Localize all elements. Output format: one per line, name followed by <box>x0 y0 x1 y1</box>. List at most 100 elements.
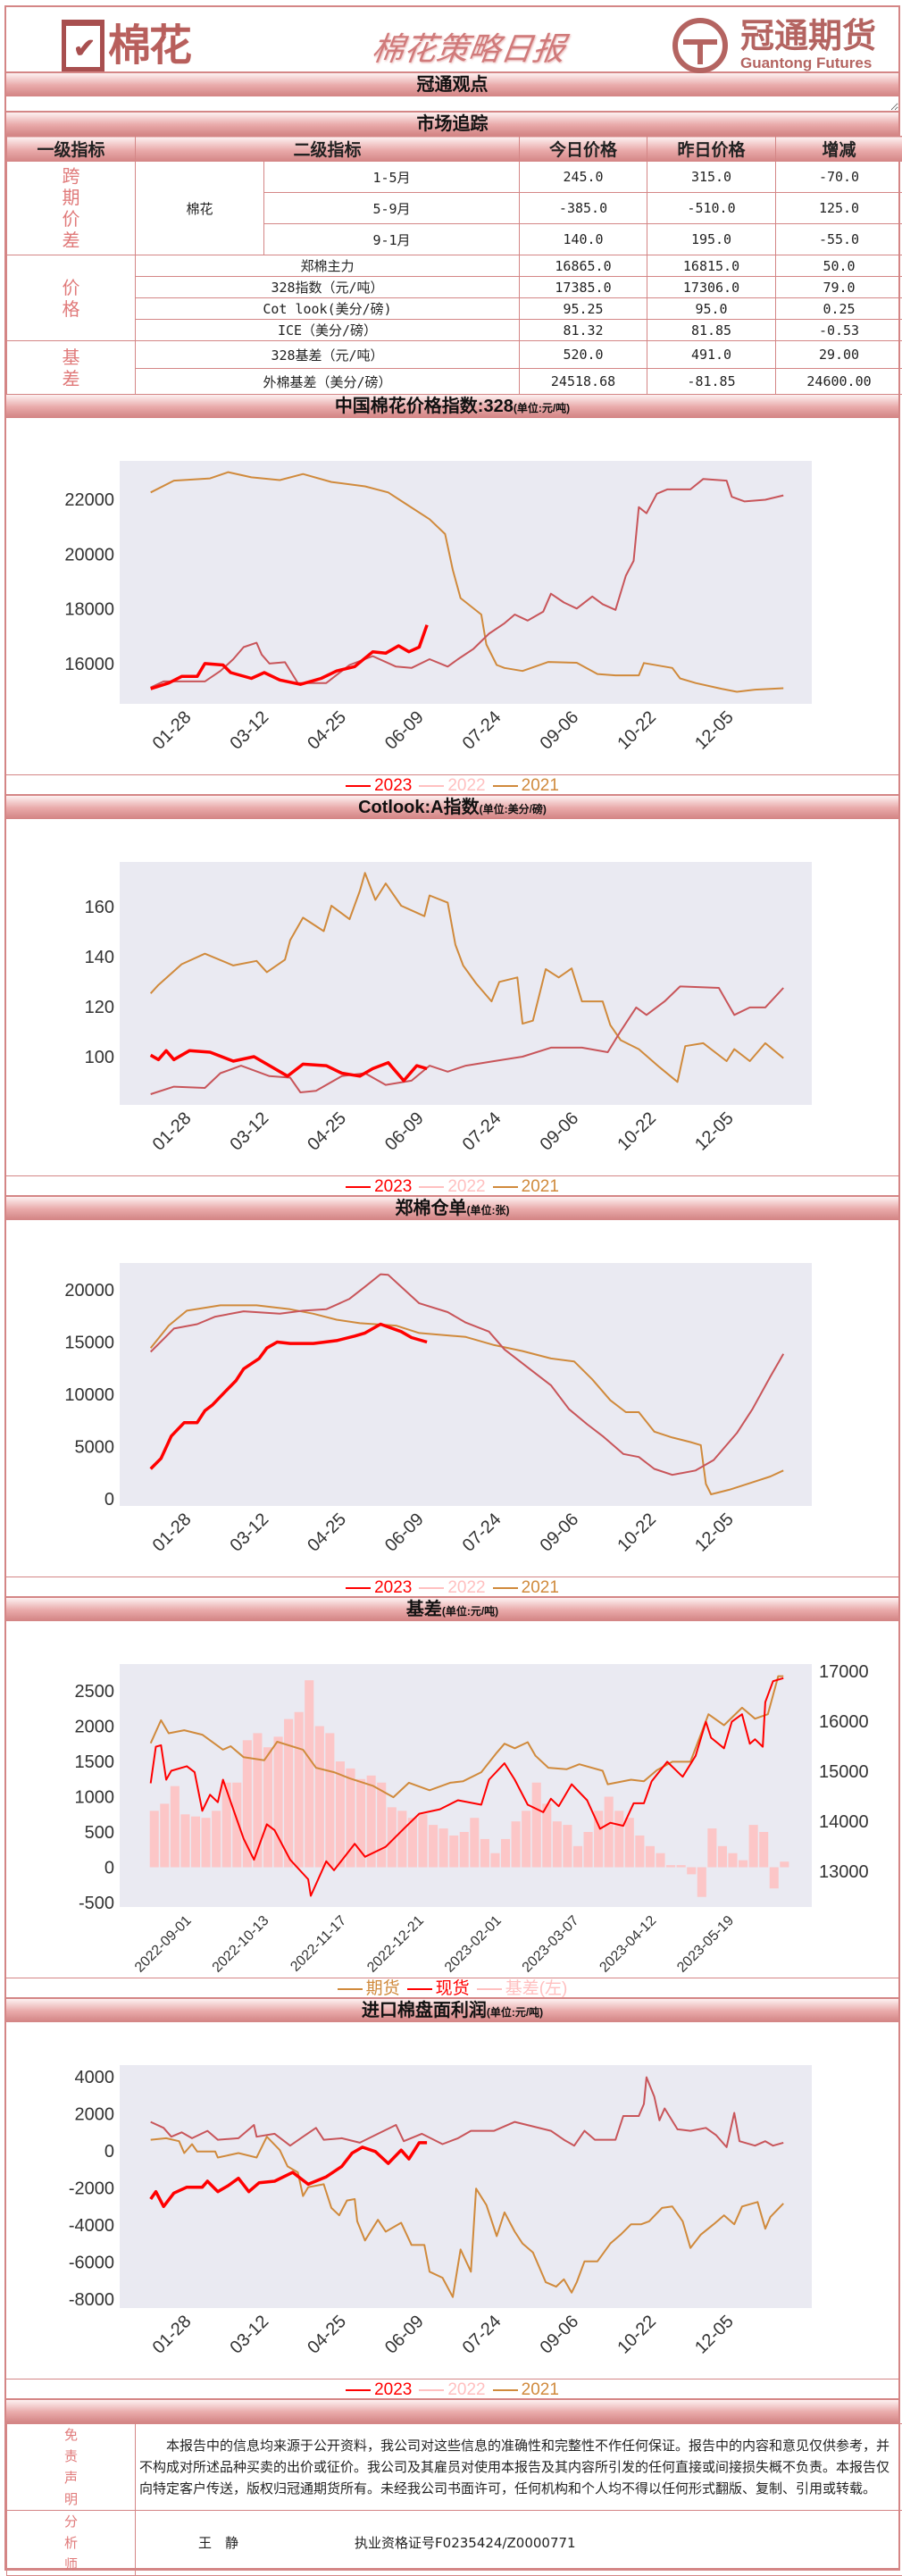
y-right-tick-label: 16000 <box>819 1712 869 1732</box>
y-tick-label: 500 <box>85 1823 114 1843</box>
basis-bar <box>759 1832 768 1868</box>
y-tick-label: 100 <box>85 1048 114 1067</box>
chart-unit: (单位:元/吨) <box>487 2006 543 2019</box>
basis-bar <box>470 1818 479 1867</box>
x-tick-label: 2023-02-01 <box>442 1913 505 1976</box>
y-right-tick-label: 14000 <box>819 1812 869 1832</box>
x-tick-label: 03-12 <box>227 1510 273 1556</box>
y-tick-label: 140 <box>85 948 114 967</box>
x-tick-label: 01-28 <box>149 2312 196 2358</box>
legend-line-icon <box>407 1988 432 1990</box>
basis-bar <box>625 1818 634 1867</box>
y-right-tick-label: 13000 <box>819 1862 869 1882</box>
y-tick-label: -4000 <box>69 2216 114 2236</box>
x-tick-label: 10-22 <box>614 707 660 754</box>
y-tick-label: 18000 <box>64 600 114 620</box>
cell: 1-5月 <box>264 162 520 193</box>
chart-title-receipts: 郑棉仓单(单位:张) <box>6 1197 898 1220</box>
analyst-info: 王 静执业资格证号F0235424/Z0000771 <box>136 2511 902 2576</box>
legend-line-icon <box>493 2389 518 2391</box>
basis-bar <box>780 1861 789 1867</box>
blank-section-bar <box>6 2400 898 2423</box>
x-tick-label: 2022-09-01 <box>132 1913 195 1976</box>
chart-title-text: 郑棉仓单 <box>396 1199 467 1218</box>
cell: 17385.0 <box>520 277 647 298</box>
basis-bar <box>573 1846 582 1868</box>
legend-line-icon <box>419 1587 444 1589</box>
cell: 0.25 <box>776 298 902 320</box>
cell: 81.32 <box>520 320 647 341</box>
x-tick-label: 12-05 <box>691 707 738 754</box>
legend-item: 2023 <box>342 776 412 795</box>
category-price: 价格 <box>7 255 136 341</box>
x-tick-label: 2022-11-17 <box>288 1913 349 1975</box>
analyst-name: 王 静 <box>198 2535 238 2551</box>
legend-line-icon <box>493 785 518 787</box>
chart-title-cotlook: Cotlook:A指数(单位:美分/磅) <box>6 796 898 819</box>
legend-line-icon <box>477 1988 502 1990</box>
x-tick-label: 2022-12-21 <box>364 1913 427 1976</box>
x-tick-label: 09-06 <box>537 707 583 754</box>
cell: 195.0 <box>647 224 776 255</box>
calendar-check-icon: ✔ <box>62 20 104 71</box>
basis-bar <box>408 1818 417 1867</box>
cell: 315.0 <box>647 162 776 193</box>
x-tick-label: 10-22 <box>614 2312 660 2358</box>
basis-bar <box>739 1861 747 1868</box>
basis-bar <box>232 1783 241 1868</box>
cell: 491.0 <box>647 341 776 369</box>
col-header: 增减 <box>776 137 902 162</box>
legend-item: 2022 <box>415 1578 485 1597</box>
y-tick-label: 20000 <box>64 1281 114 1301</box>
product-cell: 棉花 <box>136 162 264 255</box>
x-tick-label: 01-28 <box>149 707 196 754</box>
y-tick-label: 0 <box>104 1490 114 1510</box>
x-tick-label: 04-25 <box>304 2312 350 2358</box>
legend-item: 2023 <box>342 1578 412 1597</box>
col-header: 一级指标 <box>7 137 136 162</box>
basis-bar <box>202 1818 211 1867</box>
cell: 50.0 <box>776 255 902 277</box>
category-basis: 基差 <box>7 341 136 395</box>
basis-bar <box>377 1783 386 1868</box>
cell: 95.0 <box>647 298 776 320</box>
legend-line-icon <box>419 1186 444 1188</box>
basis-bar <box>212 1811 221 1867</box>
cell: 520.0 <box>520 341 647 369</box>
basis-bar <box>501 1839 510 1868</box>
view-textarea[interactable] <box>6 96 898 113</box>
cell: 5-9月 <box>264 193 520 224</box>
y-tick-label: 16000 <box>64 655 114 674</box>
x-tick-label: 06-09 <box>381 1510 428 1556</box>
x-tick-label: 09-06 <box>537 1510 583 1556</box>
cell: 328指数（元/吨） <box>136 277 520 298</box>
col-header: 昨日价格 <box>647 137 776 162</box>
cell: -385.0 <box>520 193 647 224</box>
cell: Cot look(美分/磅) <box>136 298 520 320</box>
x-tick-label: 10-22 <box>614 1108 660 1155</box>
x-tick-label: 12-05 <box>691 2312 738 2358</box>
x-tick-label: 06-09 <box>381 2312 428 2358</box>
basis-bar <box>274 1736 283 1867</box>
chart-title-basis: 基差(单位:元/吨) <box>6 1598 898 1621</box>
y-tick-label: 2500 <box>75 1682 115 1702</box>
logo-text: 棉花 <box>108 21 190 71</box>
basis-bar <box>315 1727 324 1868</box>
chart-title-text: 中国棉花价格指数:328 <box>335 397 514 416</box>
basis-bar <box>697 1868 706 1897</box>
basis-bar <box>418 1814 427 1867</box>
basis-bar <box>222 1783 231 1868</box>
y-tick-label: 15000 <box>64 1333 114 1352</box>
cell: 24600.00 <box>776 369 902 395</box>
cell: 16865.0 <box>520 255 647 277</box>
legend-item: 2021 <box>489 1177 559 1196</box>
y-tick-label: -500 <box>79 1894 114 1913</box>
legend-item: 2023 <box>342 1177 412 1196</box>
basis-bar <box>687 1868 696 1875</box>
chart-legend: 期货现货基差(左) <box>6 1978 898 1999</box>
legend-item: 基差(左) <box>473 1979 568 1998</box>
basis-bar <box>449 1836 458 1868</box>
